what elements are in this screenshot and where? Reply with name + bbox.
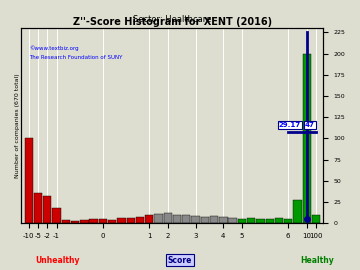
Text: 29.17: 29.17 [279,122,301,128]
Bar [302,53,311,223]
Text: The Research Foundation of SUNY: The Research Foundation of SUNY [29,55,122,60]
Bar [80,220,89,223]
Text: 47: 47 [305,122,315,128]
Bar [293,200,302,223]
Bar [201,217,209,223]
Bar [71,221,79,223]
Bar [192,216,200,223]
Bar [247,218,255,223]
Text: Unhealthy: Unhealthy [35,256,80,265]
Bar [284,219,292,223]
Bar [99,219,107,223]
Bar [219,217,228,223]
Bar [275,218,283,223]
Bar [210,216,218,223]
Bar [126,218,135,223]
Bar [229,218,237,223]
Bar [266,219,274,223]
Bar [34,193,42,223]
Bar [43,196,51,223]
Bar [108,220,116,223]
Bar [312,215,320,223]
Bar [173,215,181,223]
Bar [163,213,172,223]
Bar [24,138,33,223]
Bar [53,208,61,223]
Bar [90,219,98,223]
Bar [238,219,246,223]
Bar [154,214,163,223]
Bar [145,215,153,223]
Title: Z''-Score Histogram for XENT (2016): Z''-Score Histogram for XENT (2016) [73,17,272,27]
Bar [256,219,265,223]
Text: Sector: Healthcare: Sector: Healthcare [133,15,212,24]
Text: ©www.textbiz.org: ©www.textbiz.org [29,45,78,51]
Bar [182,215,190,223]
Bar [136,217,144,223]
Bar [117,218,126,223]
Bar [62,220,70,223]
Y-axis label: Number of companies (670 total): Number of companies (670 total) [15,73,20,178]
Text: Score: Score [168,256,192,265]
Text: Healthy: Healthy [300,256,334,265]
